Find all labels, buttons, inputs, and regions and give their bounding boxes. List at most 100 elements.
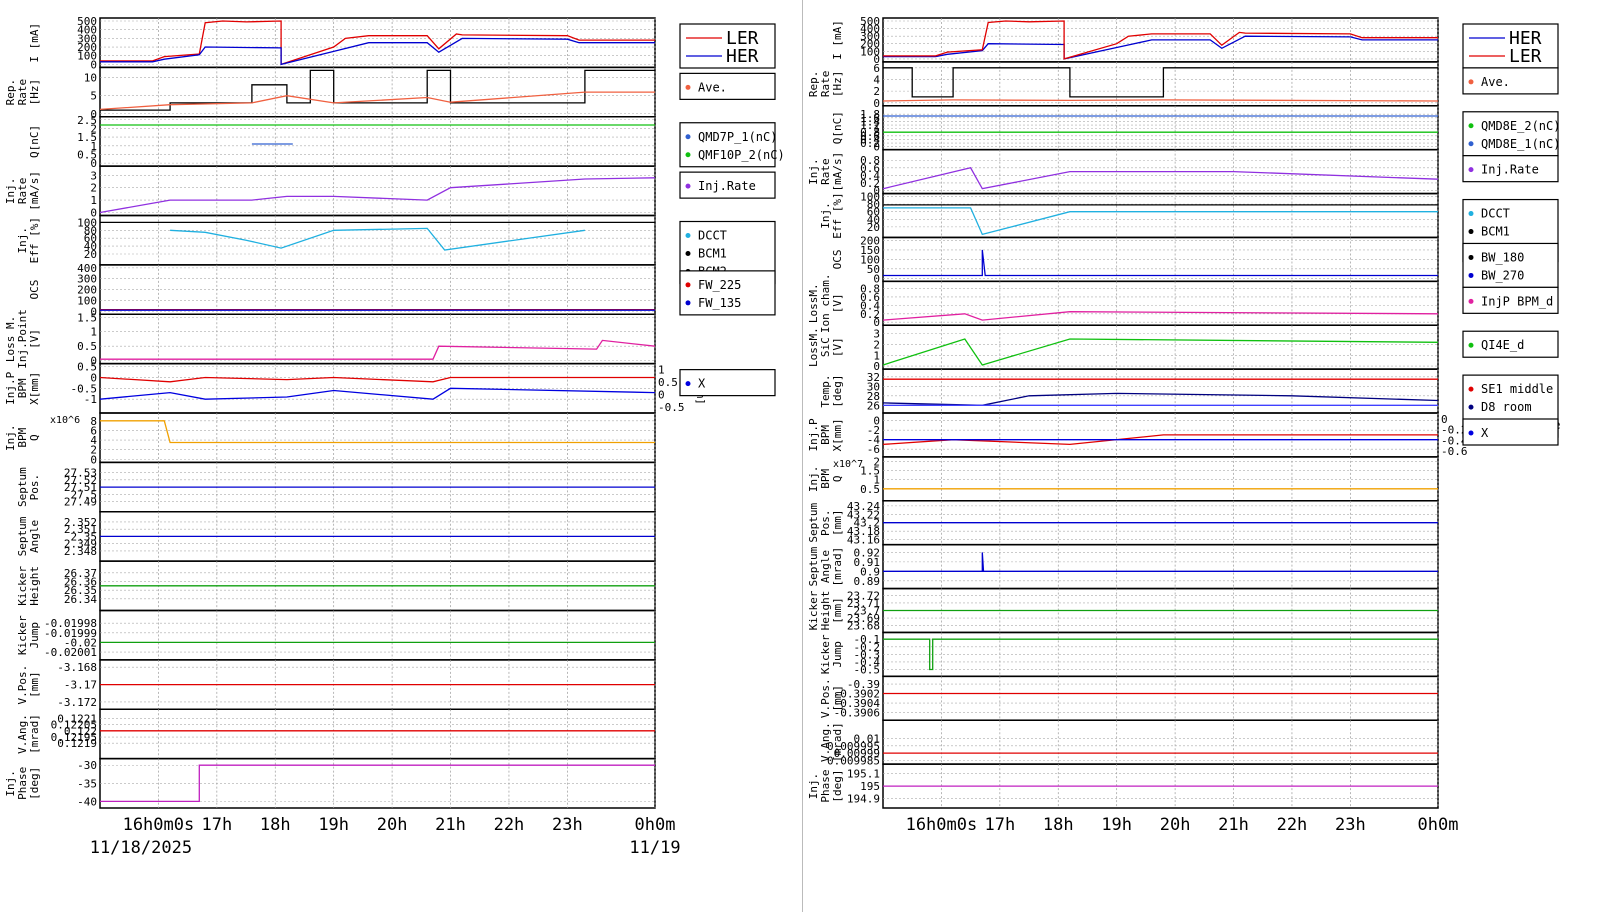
y-tick-label: 28 xyxy=(867,390,880,403)
y-tick-label: 300 xyxy=(77,273,97,286)
y-axis-label: I [mA] xyxy=(831,20,844,60)
legend-label: Ave. xyxy=(1481,75,1510,89)
legend-label: Inj.Rate xyxy=(698,179,756,193)
y-tick-label: 0 xyxy=(90,355,97,368)
y-tick-label: 0.89 xyxy=(854,575,881,588)
panel-frame xyxy=(882,456,1439,502)
y-tick-label: 195 xyxy=(860,780,880,793)
legend-label: BW_180 xyxy=(1481,250,1524,264)
legend: X xyxy=(1462,418,1559,446)
y-tick-label: 26.37 xyxy=(64,567,97,580)
y-axis-label: Kicker xyxy=(807,590,820,630)
y-axis-label: Septum xyxy=(807,546,820,586)
legend-box xyxy=(679,171,776,199)
y-tick-label: 0 xyxy=(90,108,97,121)
legend-swatch xyxy=(1468,342,1474,348)
legend-swatch xyxy=(1468,211,1474,217)
y-tick-label: 0.009995 xyxy=(827,740,880,753)
y-tick-label: 200 xyxy=(860,234,880,247)
x-tick-label: 22h xyxy=(494,815,525,835)
y-tick-label: 80 xyxy=(867,198,880,211)
y-axis-label: Inj. xyxy=(819,202,832,229)
panel-bpmq: 21.510.5 x10^7 Inj. BPM Q xyxy=(807,456,1439,502)
y-tick-label: -0.5 xyxy=(71,382,98,395)
y-axis-label: Jump xyxy=(831,641,844,668)
y-tick-label: -2 xyxy=(867,424,880,437)
y-axis-label: BPM xyxy=(819,469,832,489)
y2-tick-label: 0.5 xyxy=(658,376,678,389)
panel-frame xyxy=(882,192,1439,239)
series-line-qi4e-d xyxy=(882,338,1439,366)
panel-rep: 10 5 0 Rep. Rate [Hz] Ave. xyxy=(4,66,776,121)
series-line-her xyxy=(100,37,655,66)
y-tick-label: 400 xyxy=(77,24,97,37)
y-tick-label: 0 xyxy=(873,97,880,110)
series-line-inj-rate xyxy=(99,177,656,214)
panel-loss: 1.5 10.5 0 Loss M. Inj.Point [V] xyxy=(4,309,656,369)
y-tick-label: -0.02001 xyxy=(44,646,97,659)
y-tick-label: 0.8 xyxy=(860,283,880,296)
y-tick-label: 0.00999 xyxy=(834,747,880,760)
y-axis-label: Inj. xyxy=(4,178,17,205)
y-tick-label: 100 xyxy=(860,253,880,266)
y-axis-label: V.Pos. xyxy=(819,678,832,718)
panel-frame xyxy=(99,313,656,365)
legend-swatch xyxy=(685,300,691,306)
y-tick-label: 43.22 xyxy=(847,508,880,521)
y-axis-label: [Hz] xyxy=(831,71,844,98)
y-tick-label: 0.4 xyxy=(860,133,880,146)
legend-swatch xyxy=(685,84,691,90)
legend-swatch xyxy=(685,134,691,140)
legend: BW_180 BW_270 xyxy=(1462,242,1559,289)
legend-label: Inj.Rate xyxy=(1481,163,1539,177)
y-tick-label: -0.2 xyxy=(854,641,881,654)
legend-label: LER xyxy=(1509,46,1542,67)
series-line-s0 xyxy=(883,67,1438,98)
y-tick-label: 20 xyxy=(867,221,880,234)
y2-tick-label: 0 xyxy=(658,389,665,402)
legend-swatch xyxy=(685,152,691,158)
series-line-s0 xyxy=(883,638,1438,671)
legend-swatch xyxy=(685,233,691,238)
panel-frame xyxy=(882,324,1439,370)
y-tick-label: 2 xyxy=(90,122,97,135)
legend-swatch xyxy=(1468,430,1474,436)
y-tick-label: 4 xyxy=(90,434,97,447)
y-tick-label: -35 xyxy=(77,777,97,790)
y-tick-label: 20 xyxy=(84,248,97,261)
y-tick-label: -0.39 xyxy=(847,678,880,691)
y-axis-label: Pos. xyxy=(28,474,41,501)
legend-box xyxy=(1462,67,1559,95)
series-line-s0 xyxy=(100,764,655,803)
legend-label: DCCT xyxy=(1481,207,1510,221)
column-divider xyxy=(802,0,803,912)
y-tick-label: 0.5 xyxy=(77,340,97,353)
y-axis-label: Inj.P xyxy=(807,418,820,451)
series-line-dcct xyxy=(170,227,585,251)
legend-box xyxy=(679,23,776,69)
y-exponent: x10^6 xyxy=(50,415,80,426)
y-axis-label: Inj. xyxy=(4,770,17,797)
series-line-dcct xyxy=(883,207,1438,236)
panel-frame xyxy=(99,708,656,760)
y-tick-label: 0 xyxy=(90,58,97,71)
y-tick-label: 1.5 xyxy=(860,465,880,478)
y-tick-label: 1.2 xyxy=(860,119,880,132)
y-tick-label: -0.01998 xyxy=(44,617,97,630)
y-axis-label: [mm] xyxy=(831,685,844,712)
y-tick-label: 27.51 xyxy=(64,481,97,494)
legend-box xyxy=(1462,286,1559,314)
y-axis-label: Rate xyxy=(16,178,29,205)
legend: Ave. xyxy=(1462,67,1559,95)
legend-box xyxy=(1462,242,1559,289)
y-tick-label: 0.2 xyxy=(860,177,880,190)
y-axis-label: SiC xyxy=(819,337,832,357)
x-tick-label: 16h0m0s xyxy=(906,815,978,835)
series-line-s0 xyxy=(99,376,655,383)
y-tick-label: 300 xyxy=(860,30,880,43)
